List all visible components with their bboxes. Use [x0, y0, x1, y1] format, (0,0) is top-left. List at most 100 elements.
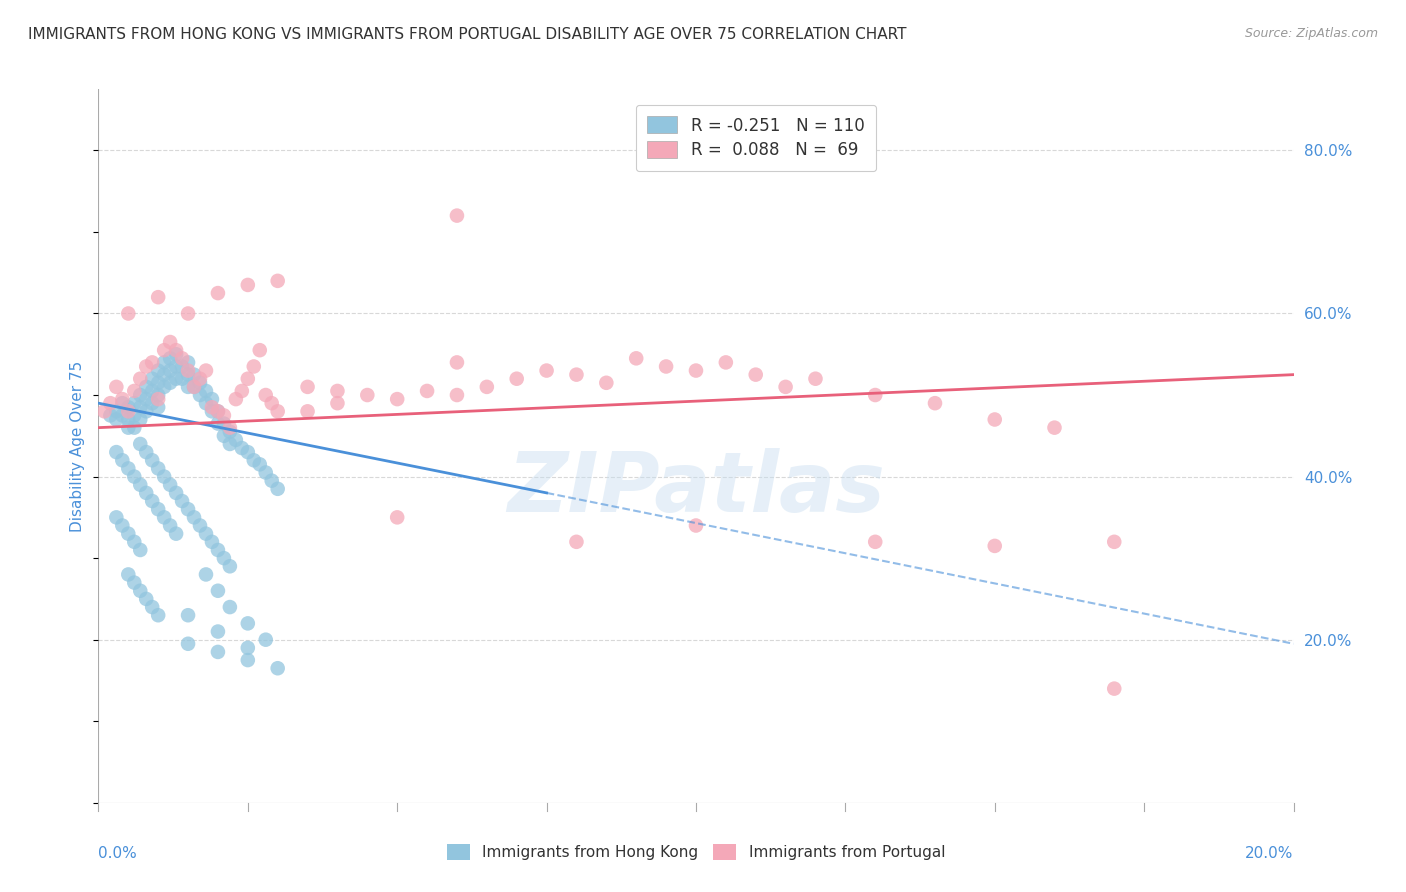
Point	[231, 384, 253, 398]
Point	[124, 409, 146, 423]
Point	[267, 404, 290, 418]
Point	[219, 600, 242, 615]
Point	[260, 474, 283, 488]
Point	[135, 445, 157, 459]
Point	[159, 477, 181, 491]
Point	[254, 388, 277, 402]
Point	[159, 518, 181, 533]
Point	[148, 388, 170, 402]
Point	[165, 526, 187, 541]
Point	[446, 209, 468, 223]
Point	[117, 461, 139, 475]
Point	[195, 363, 218, 377]
Point	[117, 404, 139, 418]
Point	[153, 343, 176, 358]
Text: Source: ZipAtlas.com: Source: ZipAtlas.com	[1244, 27, 1378, 40]
Point	[236, 372, 259, 386]
Point	[135, 359, 157, 374]
Point	[159, 351, 181, 366]
Point	[153, 368, 176, 382]
Point	[267, 482, 290, 496]
Point	[685, 518, 707, 533]
Point	[135, 591, 157, 606]
Point	[236, 653, 259, 667]
Point	[159, 334, 181, 349]
Point	[141, 372, 163, 386]
Text: 20.0%: 20.0%	[1246, 846, 1294, 861]
Point	[165, 343, 187, 358]
Point	[117, 401, 139, 415]
Point	[117, 306, 139, 320]
Point	[141, 355, 163, 369]
Point	[105, 510, 128, 524]
Point	[745, 368, 768, 382]
Point	[984, 539, 1007, 553]
Point	[183, 380, 205, 394]
Point	[267, 274, 290, 288]
Legend: Immigrants from Hong Kong, Immigrants from Portugal: Immigrants from Hong Kong, Immigrants fr…	[440, 838, 952, 866]
Point	[231, 441, 253, 455]
Point	[385, 392, 409, 406]
Point	[93, 404, 115, 418]
Point	[212, 417, 235, 431]
Point	[129, 583, 152, 598]
Point	[207, 417, 229, 431]
Point	[212, 429, 235, 443]
Point	[105, 380, 128, 394]
Point	[148, 376, 170, 390]
Point	[207, 404, 229, 418]
Point	[626, 351, 648, 366]
Point	[148, 502, 170, 516]
Text: ZIPatlas: ZIPatlas	[508, 449, 884, 529]
Point	[135, 404, 157, 418]
Point	[177, 608, 200, 623]
Point	[177, 502, 200, 516]
Point	[326, 384, 349, 398]
Point	[105, 412, 128, 426]
Point	[135, 392, 157, 406]
Point	[159, 363, 181, 377]
Point	[984, 412, 1007, 426]
Point	[865, 534, 887, 549]
Point	[153, 469, 176, 483]
Point	[565, 368, 588, 382]
Point	[446, 355, 468, 369]
Point	[111, 453, 134, 467]
Point	[177, 380, 200, 394]
Point	[111, 392, 134, 406]
Point	[117, 526, 139, 541]
Point	[236, 616, 259, 631]
Point	[177, 368, 200, 382]
Point	[177, 355, 200, 369]
Point	[148, 392, 170, 406]
Point	[153, 510, 176, 524]
Point	[135, 380, 157, 394]
Point	[111, 409, 134, 423]
Point	[117, 412, 139, 426]
Point	[326, 396, 349, 410]
Point	[219, 425, 242, 439]
Point	[135, 486, 157, 500]
Point	[148, 608, 170, 623]
Point	[183, 380, 205, 394]
Point	[804, 372, 827, 386]
Point	[165, 359, 187, 374]
Point	[385, 510, 409, 524]
Point	[236, 445, 259, 459]
Point	[141, 494, 163, 508]
Point	[254, 632, 277, 647]
Point	[685, 363, 707, 377]
Point	[212, 551, 235, 566]
Point	[201, 392, 224, 406]
Point	[165, 347, 187, 361]
Point	[141, 453, 163, 467]
Point	[655, 359, 678, 374]
Point	[219, 559, 242, 574]
Point	[475, 380, 498, 394]
Point	[207, 404, 229, 418]
Point	[924, 396, 946, 410]
Point	[236, 277, 259, 292]
Point	[195, 526, 218, 541]
Point	[165, 372, 187, 386]
Point	[183, 510, 205, 524]
